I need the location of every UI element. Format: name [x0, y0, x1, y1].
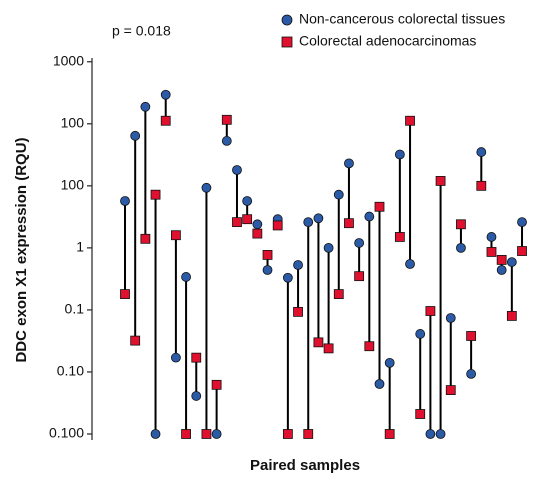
- tissue-point: [181, 272, 191, 282]
- tissue-point: [506, 257, 517, 267]
- tumor-point: [384, 429, 395, 439]
- tissue-point: [160, 89, 171, 100]
- tissue-point: [120, 196, 130, 206]
- tumor-point: [201, 429, 212, 439]
- tissue-point: [293, 260, 303, 270]
- tumor-point: [344, 218, 354, 229]
- tumor-point: [466, 331, 477, 341]
- tumor-point: [252, 228, 263, 239]
- tissue-point: [486, 232, 497, 242]
- y-tick-label: 0.10: [57, 363, 84, 379]
- legend-label: Non-cancerous colorectal tissues: [299, 11, 505, 27]
- tumor-point: [374, 201, 385, 212]
- tumor-point: [354, 271, 365, 282]
- tissue-point: [333, 189, 344, 200]
- tumor-point: [272, 220, 283, 231]
- tumor-point: [435, 176, 446, 186]
- tumor-point: [130, 335, 141, 346]
- tumor-point: [456, 219, 466, 230]
- tissue-point: [130, 130, 141, 141]
- tumor-point: [170, 230, 181, 241]
- tumor-point: [425, 306, 436, 316]
- y-tick-label: 100: [61, 177, 85, 193]
- tumor-point: [333, 289, 344, 299]
- y-tick-label: 0.1: [65, 301, 85, 317]
- tissue-point: [435, 429, 446, 439]
- tumor-point: [262, 250, 273, 260]
- tumor-point: [506, 311, 517, 321]
- tissue-point: [232, 165, 242, 175]
- x-axis-label: Paired samples: [250, 457, 360, 474]
- tumor-point: [191, 352, 202, 363]
- tumor-point: [211, 379, 222, 390]
- tumor-point: [282, 429, 293, 439]
- tissue-point: [354, 238, 365, 248]
- tissue-point: [211, 429, 222, 439]
- tumor-point: [323, 343, 334, 354]
- tumor-point: [293, 306, 303, 317]
- y-tick-label: 1: [76, 239, 84, 255]
- tissue-point: [344, 158, 354, 169]
- tissue-point: [476, 147, 487, 157]
- legend-marker: [281, 14, 293, 26]
- tumor-point: [517, 246, 527, 256]
- tumor-point: [140, 233, 151, 244]
- tissue-point: [445, 313, 456, 323]
- legend-marker: [281, 36, 293, 48]
- tissue-point: [364, 211, 375, 222]
- tissue-point: [496, 265, 507, 275]
- tissue-point: [425, 429, 436, 439]
- y-axis-label: DDC exon X1 expression (RQU): [13, 137, 30, 362]
- tumor-point: [160, 115, 171, 126]
- tissue-point: [374, 379, 385, 389]
- tissue-point: [140, 101, 151, 112]
- tissue-point: [150, 429, 161, 439]
- tissue-point: [191, 391, 202, 401]
- tumor-point: [221, 114, 232, 125]
- tissue-point: [242, 196, 253, 206]
- tumor-point: [415, 409, 426, 419]
- tissue-point: [405, 259, 415, 269]
- tumor-point: [303, 429, 314, 439]
- tumor-point: [120, 289, 130, 299]
- p-value: p = 0.018: [112, 23, 171, 39]
- tissue-point: [517, 217, 527, 228]
- tissue-point: [303, 217, 314, 228]
- tumor-point: [496, 255, 507, 265]
- tissue-point: [201, 182, 212, 193]
- tumor-point: [405, 115, 415, 126]
- tissue-point: [282, 272, 293, 283]
- tumor-point: [313, 337, 324, 348]
- tumor-point: [232, 217, 242, 228]
- tumor-point: [242, 214, 253, 225]
- tissue-point: [252, 219, 263, 230]
- tissue-point: [170, 352, 181, 363]
- tumor-point: [445, 385, 456, 395]
- tissue-point: [415, 329, 426, 339]
- y-tick-label: 100: [61, 115, 85, 131]
- tissue-point: [313, 213, 324, 224]
- tissue-point: [221, 136, 232, 146]
- tissue-point: [323, 242, 334, 253]
- y-tick-label: 1000: [53, 52, 84, 68]
- tumor-point: [476, 180, 487, 191]
- tumor-point: [394, 232, 405, 242]
- tissue-point: [394, 149, 405, 160]
- tumor-point: [486, 247, 497, 257]
- tumor-point: [181, 429, 191, 439]
- tissue-point: [384, 357, 395, 368]
- legend-label: Colorectal adenocarcinomas: [299, 33, 476, 49]
- tumor-point: [150, 189, 161, 200]
- tissue-point: [262, 265, 273, 275]
- y-tick-label: 0.100: [49, 425, 84, 441]
- tumor-point: [364, 341, 375, 352]
- tissue-point: [466, 369, 477, 379]
- tissue-point: [456, 242, 466, 253]
